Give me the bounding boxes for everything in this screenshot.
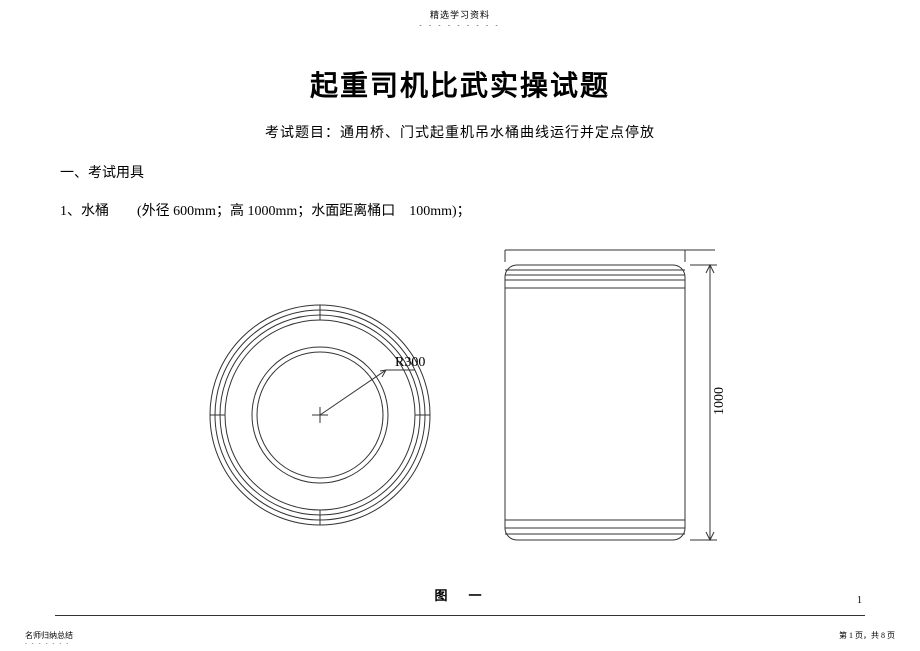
subtitle: 考试题目：通用桥、门式起重机吊水桶曲线运行并定点停放	[0, 122, 920, 142]
bucket-top-view: R300	[200, 295, 460, 535]
header-small-text: 精选学习资料	[0, 0, 920, 21]
footer-right-text: 第 1 页，共 8 页	[839, 630, 895, 641]
bucket-side-view: 1000	[495, 240, 755, 560]
radius-label: R300	[395, 355, 425, 370]
page-number: 1	[857, 595, 862, 606]
section-heading-1: 一、考试用具	[60, 162, 920, 182]
horizontal-rule	[55, 615, 865, 616]
figure-area: R300 1000	[0, 240, 920, 580]
item-1: 1、水桶 (外径 600mm；高 1000mm；水面距离桶口 100mm)；	[60, 200, 920, 220]
height-label: 1000	[712, 387, 727, 415]
footer-left-text: 名师归纳总结	[25, 630, 73, 641]
figure-caption: 图 一	[0, 585, 920, 604]
footer-left-dots: - - - - - - -	[25, 642, 70, 647]
header-dots: - - - - - - - - -	[0, 23, 920, 29]
page-title: 起重司机比武实操试题	[0, 64, 920, 104]
